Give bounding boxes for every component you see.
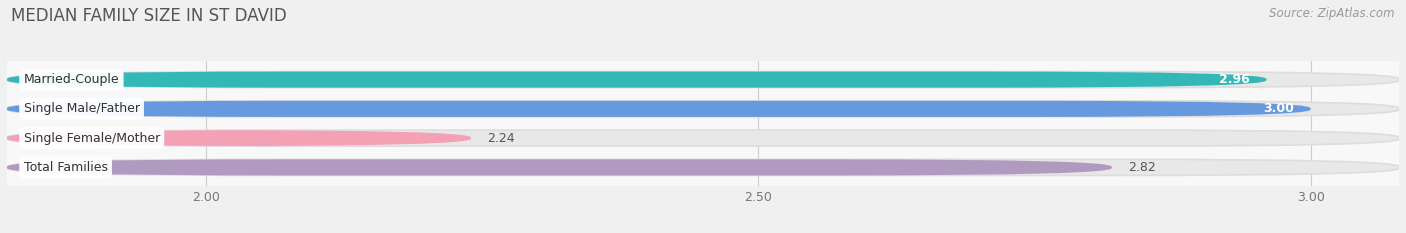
Text: Single Female/Mother: Single Female/Mother <box>24 132 160 145</box>
Text: Married-Couple: Married-Couple <box>24 73 120 86</box>
Text: 2.24: 2.24 <box>488 132 515 145</box>
Text: Single Male/Father: Single Male/Father <box>24 102 139 115</box>
FancyBboxPatch shape <box>7 159 1399 175</box>
Text: MEDIAN FAMILY SIZE IN ST DAVID: MEDIAN FAMILY SIZE IN ST DAVID <box>11 7 287 25</box>
FancyBboxPatch shape <box>7 72 1267 88</box>
Text: 2.82: 2.82 <box>1129 161 1156 174</box>
FancyBboxPatch shape <box>7 101 1310 117</box>
FancyBboxPatch shape <box>7 101 1399 117</box>
FancyBboxPatch shape <box>7 130 1399 146</box>
FancyBboxPatch shape <box>7 130 471 146</box>
Text: 3.00: 3.00 <box>1263 102 1294 115</box>
FancyBboxPatch shape <box>7 72 1399 88</box>
Text: Source: ZipAtlas.com: Source: ZipAtlas.com <box>1270 7 1395 20</box>
Text: 2.96: 2.96 <box>1219 73 1250 86</box>
FancyBboxPatch shape <box>7 159 1112 175</box>
Text: Total Families: Total Families <box>24 161 108 174</box>
